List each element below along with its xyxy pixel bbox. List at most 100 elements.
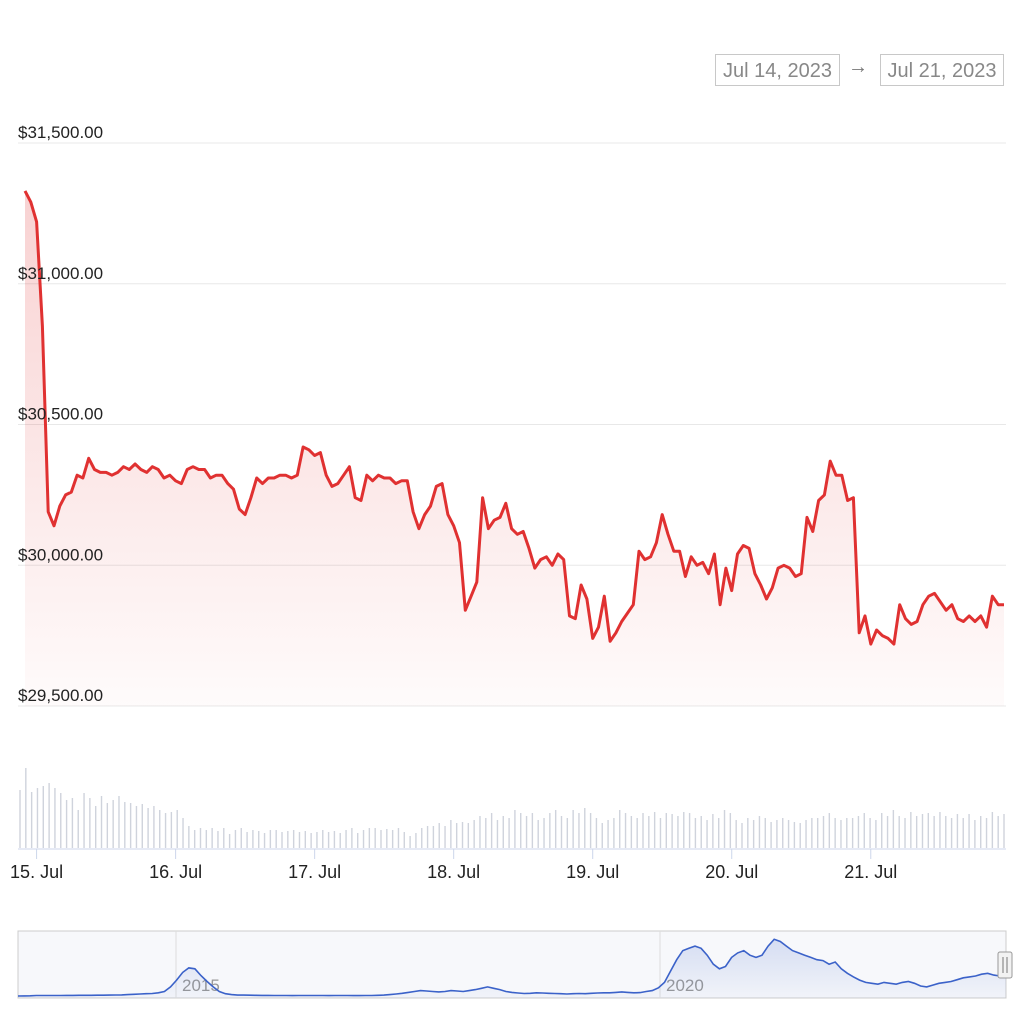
volume-bar — [537, 820, 539, 848]
volume-bar — [782, 818, 784, 848]
volume-bar — [60, 793, 62, 848]
volume-bar — [450, 820, 452, 848]
volume-bar — [898, 816, 900, 848]
volume-bar — [939, 812, 941, 848]
volume-bar — [403, 832, 405, 848]
y-tick-label: $31,000.00 — [18, 264, 103, 283]
volume-bar — [863, 813, 865, 848]
volume-bar — [706, 820, 708, 848]
volume-bar — [316, 832, 318, 848]
volume-bar — [910, 812, 912, 848]
volume-bar — [199, 828, 202, 848]
volume-bar — [560, 816, 563, 848]
volume-bar — [752, 820, 755, 848]
volume-bar — [520, 813, 522, 848]
volume-bar — [71, 798, 74, 848]
range-to-input[interactable]: Jul 21, 2023 — [880, 54, 1004, 86]
volume-bar — [665, 813, 667, 848]
volume-bar — [595, 818, 598, 848]
volume-bar — [246, 832, 248, 848]
volume-bar — [322, 830, 324, 848]
volume-bar — [799, 823, 801, 848]
x-tick-label: 18. Jul — [427, 862, 480, 882]
volume-bar — [333, 831, 336, 848]
volume-bar — [572, 810, 574, 848]
volume-bar — [30, 792, 33, 848]
volume-bar — [455, 823, 458, 848]
volume-bar — [816, 818, 819, 848]
volume-bar — [461, 822, 464, 848]
volume-bar — [421, 828, 423, 848]
price-area — [25, 190, 1004, 706]
volume-bar — [584, 808, 586, 848]
volume-bar — [287, 831, 289, 848]
range-arrow: → — [848, 56, 868, 78]
volume-bar — [106, 803, 109, 848]
volume-bar — [985, 818, 988, 848]
volume-bar — [124, 802, 126, 848]
volume-bar — [118, 796, 120, 848]
volume-bar — [764, 818, 766, 848]
volume-bar — [566, 818, 569, 848]
volume-bar — [607, 820, 609, 848]
volume-bar — [327, 832, 330, 848]
volume-bar — [234, 830, 237, 848]
y-tick-label: $31,500.00 — [18, 123, 103, 142]
volume-bar — [980, 816, 982, 848]
volume-bar — [374, 828, 376, 848]
volume-bar — [502, 816, 504, 848]
volume-bar — [776, 820, 778, 848]
volume-bar — [758, 816, 761, 848]
volume-bar — [991, 812, 994, 848]
volume-bar — [217, 831, 219, 848]
volume-bar — [857, 816, 860, 848]
volume-bar — [904, 818, 906, 848]
volume-bar — [362, 830, 365, 848]
volume-bar — [159, 810, 161, 848]
volume-bar — [153, 806, 155, 848]
volume-bar — [65, 800, 68, 848]
volume-bar — [997, 816, 999, 848]
volume-bar — [298, 832, 301, 848]
volume-bar — [164, 813, 167, 848]
volume-bar — [112, 800, 114, 848]
volume-bar — [927, 813, 930, 848]
volume-bar — [1003, 814, 1005, 848]
volume-bar — [642, 813, 644, 848]
volume-bar — [549, 813, 551, 848]
volume-bar — [473, 820, 475, 848]
volume-bar — [869, 818, 871, 848]
volume-bar — [543, 818, 545, 848]
volume-bar — [671, 814, 673, 848]
volume-bar — [281, 832, 283, 848]
volume-bar — [223, 828, 225, 848]
range-from-input[interactable]: Jul 14, 2023 — [715, 54, 840, 86]
volume-bar — [310, 833, 312, 848]
volume-bar — [94, 806, 97, 848]
volume-bar — [380, 830, 382, 848]
x-tick-label: 19. Jul — [566, 862, 619, 882]
y-tick-label: $29,500.00 — [18, 686, 103, 705]
volume-bar — [770, 822, 772, 848]
volume-bar — [19, 790, 21, 848]
volume-bar — [875, 820, 877, 848]
x-tick-label: 16. Jul — [149, 862, 202, 882]
volume-bar — [83, 793, 85, 848]
volume-bar — [659, 818, 662, 848]
volume-bar — [496, 820, 499, 848]
volume-bar — [933, 816, 935, 848]
volume-bar — [345, 830, 347, 848]
volume-bar — [129, 803, 132, 848]
volume-bar — [170, 812, 173, 848]
volume-bar — [554, 810, 557, 848]
volume-bar — [822, 816, 825, 848]
volume-bar — [240, 828, 242, 848]
volume-bar — [840, 820, 842, 848]
volume-bar — [351, 828, 353, 848]
navigator-area — [18, 939, 1006, 998]
volume-bar — [729, 813, 732, 848]
volume-bar — [193, 830, 196, 848]
navigator-handle[interactable] — [997, 951, 1013, 979]
volume-bar — [386, 829, 388, 848]
volume-bar — [851, 818, 854, 848]
